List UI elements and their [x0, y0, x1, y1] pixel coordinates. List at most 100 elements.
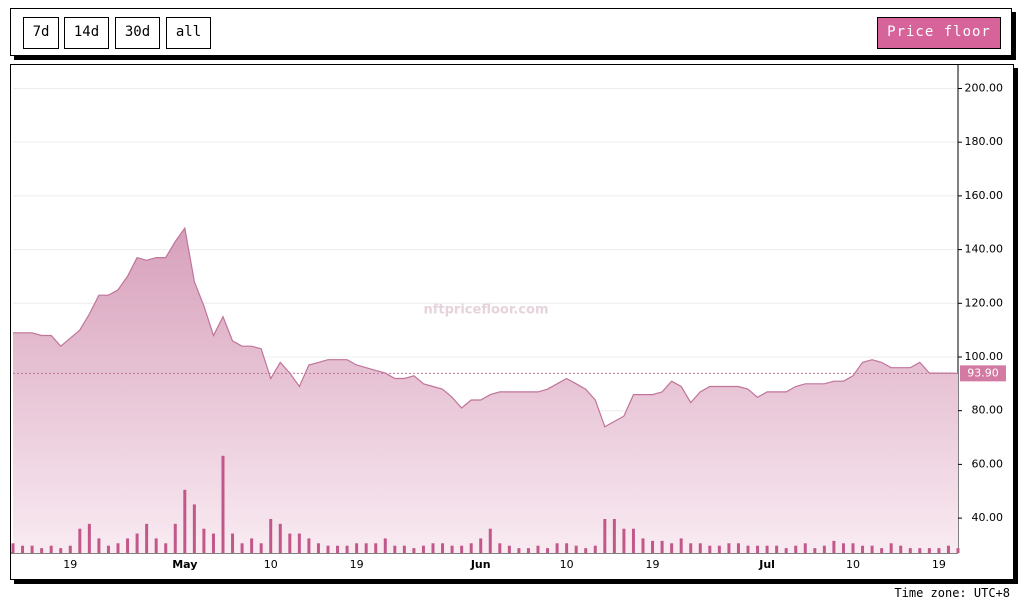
volume-bar — [641, 538, 645, 553]
volume-bar — [698, 543, 702, 553]
volume-bar — [164, 543, 168, 553]
volume-bar — [908, 548, 912, 553]
volume-bar — [889, 543, 893, 553]
volume-bar — [374, 543, 378, 553]
volume-bar — [651, 540, 655, 553]
y-tick-label: 140.00 — [965, 243, 1004, 256]
volume-bar — [851, 543, 855, 553]
volume-bar — [383, 538, 387, 553]
volume-bar — [192, 504, 196, 553]
volume-bar — [584, 548, 588, 553]
toolbar: 7d 14d 30d all Price floor — [10, 8, 1012, 56]
volume-bar — [221, 455, 225, 553]
volume-bar — [250, 538, 254, 553]
volume-bar — [736, 543, 740, 553]
volume-bar — [631, 528, 635, 553]
y-tick-label: 120.00 — [965, 296, 1004, 309]
y-tick-label: 100.00 — [965, 350, 1004, 363]
volume-bar — [612, 518, 616, 553]
x-tick-label: 10 — [264, 558, 278, 571]
volume-bar — [211, 533, 215, 553]
x-tick-label: May — [172, 558, 197, 571]
y-tick-label: 160.00 — [965, 189, 1004, 202]
range-button[interactable]: 7d — [23, 17, 59, 49]
volume-bar — [880, 548, 884, 553]
volume-bar — [899, 545, 903, 553]
volume-bar — [126, 538, 130, 553]
volume-bar — [278, 523, 282, 553]
volume-bar — [622, 528, 626, 553]
volume-bar — [297, 533, 301, 553]
volume-bar — [679, 538, 683, 553]
range-button[interactable]: 30d — [115, 17, 160, 49]
volume-bar — [488, 528, 492, 553]
volume-bar — [746, 545, 750, 553]
x-tick-label: 19 — [350, 558, 364, 571]
chart: nftpricefloor.com 40.00 60.00 80.00 100.00 1… — [11, 65, 1006, 571]
volume-bar — [784, 548, 788, 553]
volume-bar — [231, 533, 235, 553]
volume-bar — [918, 548, 922, 553]
range-button[interactable]: all — [166, 17, 211, 49]
volume-bar — [526, 548, 530, 553]
range-button[interactable]: 14d — [64, 17, 109, 49]
volume-bar — [345, 545, 349, 553]
volume-bar — [393, 545, 397, 553]
volume-bar — [469, 543, 473, 553]
volume-bar — [832, 540, 836, 553]
volume-bar — [154, 538, 158, 553]
volume-bar — [507, 545, 511, 553]
volume-bar — [565, 543, 569, 553]
volume-bar — [574, 545, 578, 553]
volume-bar — [946, 545, 950, 553]
volume-bar — [259, 543, 263, 553]
volume-bar — [78, 528, 82, 553]
volume-bar — [288, 533, 292, 553]
volume-bar — [202, 528, 206, 553]
volume-bar — [479, 538, 483, 553]
volume-bar — [794, 545, 798, 553]
y-tick-label: 80.00 — [972, 404, 1004, 417]
volume-bar — [717, 545, 721, 553]
x-tick-label: 19 — [63, 558, 77, 571]
volume-bar — [307, 538, 311, 553]
y-tick-label: 40.00 — [972, 511, 1004, 524]
volume-bar — [775, 545, 779, 553]
volume-bar — [402, 545, 406, 553]
volume-bar — [861, 545, 865, 553]
volume-bar — [173, 523, 177, 553]
volume-bar — [708, 545, 712, 553]
volume-bar — [593, 545, 597, 553]
volume-bar — [316, 543, 320, 553]
volume-bar — [689, 543, 693, 553]
volume-bar — [183, 489, 187, 553]
volume-bar — [106, 545, 110, 553]
x-tick-label: Jun — [470, 558, 491, 571]
volume-bar — [336, 545, 340, 553]
last-price-badge — [960, 365, 1006, 382]
volume-bar — [68, 545, 72, 553]
volume-bar — [517, 548, 521, 553]
metric-button[interactable]: Price floor — [877, 17, 1001, 49]
volume-bar — [355, 543, 359, 553]
price-area — [13, 228, 958, 553]
y-tick-label: 200.00 — [965, 81, 1004, 94]
volume-bar — [11, 543, 15, 553]
chart-panel: nftpricefloor.com 40.00 60.00 80.00 100.00 1… — [10, 64, 1014, 580]
volume-bar — [670, 543, 674, 553]
volume-bar — [240, 543, 244, 553]
price-line — [13, 226, 959, 428]
y-tick-label: 180.00 — [965, 135, 1004, 148]
volume-bar — [460, 545, 464, 553]
volume-bar — [498, 543, 502, 553]
x-tick-label: 10 — [560, 558, 574, 571]
volume-bar — [727, 543, 731, 553]
volume-bar — [59, 548, 63, 553]
volume-bar — [813, 548, 817, 553]
volume-bar — [765, 545, 769, 553]
volume-bar — [937, 548, 941, 553]
volume-bar — [40, 548, 44, 553]
x-tick-label: 19 — [646, 558, 660, 571]
volume-bar — [536, 545, 540, 553]
volume-bar — [364, 543, 368, 553]
